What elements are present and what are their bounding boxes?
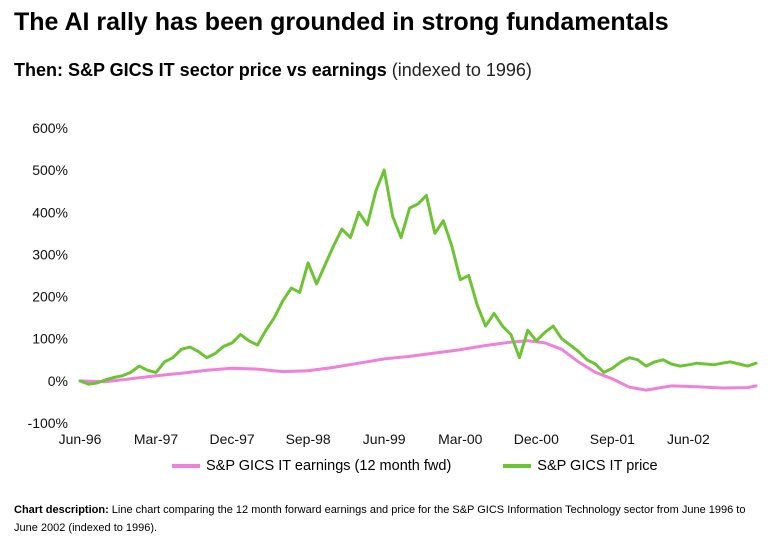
x-tick-label: Jun-96	[59, 431, 102, 447]
x-tick-label: Jun-02	[667, 431, 710, 447]
chart-subtitle-main: Then: S&P GICS IT sector price vs earnin…	[14, 60, 387, 80]
x-tick-label: Mar-00	[438, 431, 483, 447]
legend-swatch-price	[503, 464, 532, 468]
y-tick-label: -100%	[28, 415, 68, 431]
x-tick-label: Dec-00	[514, 431, 559, 447]
x-tick-label: Jun-99	[363, 431, 406, 447]
y-tick-label: 400%	[32, 204, 68, 220]
y-tick-label: 0%	[48, 373, 68, 389]
chart-subtitle: Then: S&P GICS IT sector price vs earnin…	[14, 60, 532, 81]
legend-label-price: S&P GICS IT price	[537, 458, 658, 474]
line-chart: -100% 0% 100% 200% 300% 400% 500% 600% Jun-96 Mar…	[28, 120, 758, 447]
series-line-earnings	[78, 339, 758, 392]
legend-item-price: S&P GICS IT price	[503, 458, 658, 474]
chart-description-label: Chart description:	[14, 504, 109, 516]
y-tick-label: 300%	[32, 246, 68, 262]
chart-description: Chart description: Line chart comparing …	[14, 501, 762, 537]
legend-label-earnings: S&P GICS IT earnings (12 month fwd)	[206, 458, 452, 474]
y-tick-label: 600%	[32, 120, 68, 136]
chart-title: The AI rally has been grounded in strong…	[14, 8, 669, 36]
chart-legend: S&P GICS IT earnings (12 month fwd) S&P …	[172, 458, 710, 474]
y-tick-label: 200%	[32, 289, 68, 305]
y-tick-label: 100%	[32, 331, 68, 347]
series-line-price	[78, 168, 758, 386]
chart-description-text: Line chart comparing the 12 month forwar…	[14, 504, 746, 534]
legend-swatch-earnings	[172, 464, 200, 468]
legend-item-earnings: S&P GICS IT earnings (12 month fwd)	[172, 458, 451, 474]
x-tick-label: Sep-01	[590, 431, 635, 447]
x-tick-label: Mar-97	[134, 431, 179, 447]
x-tick-label: Dec-97	[210, 431, 255, 447]
x-tick-label: Sep-98	[286, 431, 331, 447]
y-tick-label: 500%	[32, 162, 68, 178]
chart-subtitle-note: (indexed to 1996)	[386, 60, 532, 80]
